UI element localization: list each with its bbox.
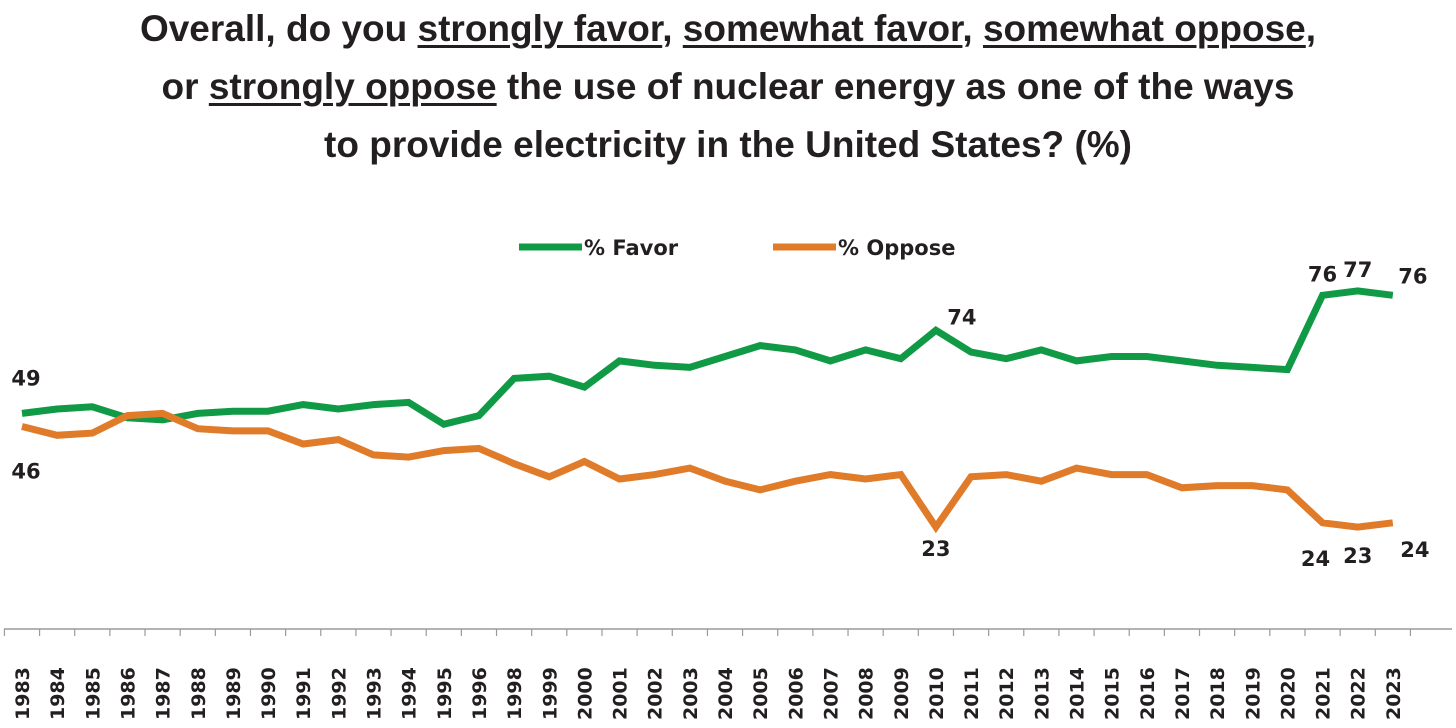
x-tick-label: 1993 [364,667,386,720]
legend-label: % Oppose [838,236,955,260]
x-tick-label: 2003 [680,667,702,720]
x-tick-label: 2017 [1172,667,1194,720]
x-tick-label: 1995 [434,667,456,720]
title-text: or [161,66,209,107]
x-tick-label: 1999 [539,667,561,720]
x-tick-label: 1988 [188,667,210,720]
x-tick-label: 1998 [504,667,526,720]
favor-series-line [21,287,1394,429]
x-tick-label: 2015 [1102,667,1124,720]
title-text: , [962,8,983,49]
title-text: Overall, do you [139,8,418,49]
x-tick-label: 2022 [1348,667,1370,720]
title-option-strongly-favor: strongly favor [417,8,663,49]
title-option-somewhat-oppose: somewhat oppose [982,8,1306,49]
data-label: 24 [1301,547,1330,571]
x-tick-label: 2009 [891,667,913,720]
title-line-2: or strongly oppose the use of nuclear en… [0,58,1456,116]
data-label: 77 [1343,258,1372,282]
x-tick-label: 2013 [1031,667,1053,720]
data-label: 23 [1343,544,1372,568]
x-tick-label: 1984 [47,667,69,720]
x-tick-label: 2021 [1313,667,1335,720]
x-tick-label: 2014 [1067,667,1089,720]
x-tick-label: 1991 [293,667,315,720]
title-text: the use of nuclear energy as one of the … [496,66,1295,107]
x-tick-label: 1986 [117,667,139,720]
title-option-somewhat-favor: somewhat favor [682,8,963,49]
data-label: 76 [1398,264,1427,288]
x-tick-label: 1990 [258,667,280,720]
x-tick-label: 1987 [153,667,175,720]
x-tick-label: 2011 [961,667,983,720]
title-line-1: Overall, do you strongly favor, somewhat… [0,0,1456,58]
x-tick-label: 2008 [856,667,878,720]
x-tick-label: 1985 [82,667,104,720]
x-tick-label: 2004 [715,667,737,720]
x-tick-label: 2005 [750,667,772,720]
data-label: 49 [11,366,40,390]
x-tick-label: 2018 [1207,667,1229,720]
x-tick-label: 2012 [996,667,1018,720]
x-tick-label: 2001 [610,667,632,720]
x-tick-label: 2000 [574,667,596,720]
x-tick-label: 1983 [12,667,34,720]
x-tick-label: 1994 [399,667,421,720]
x-tick-label: 1996 [469,667,491,720]
x-tick-label: 1992 [328,667,350,720]
title-option-strongly-oppose: strongly oppose [208,66,497,107]
x-tick-label: 1989 [223,667,245,720]
x-tick-label: 2007 [820,667,842,720]
data-label: 46 [11,460,40,484]
x-tick-label: 2002 [645,667,667,720]
data-label: 76 [1308,262,1337,286]
oppose-series-line [21,409,1394,534]
x-tick-label: 2019 [1242,667,1264,720]
x-tick-label: 2006 [785,667,807,720]
data-label: 74 [947,305,976,329]
title-line-3: to provide electricity in the United Sta… [324,124,1132,165]
x-tick-label: 2010 [926,667,948,720]
data-label: 24 [1400,538,1429,562]
data-label: 23 [921,537,950,561]
title-text: , [662,8,683,49]
x-tick-label: 2023 [1383,667,1405,720]
title-text: , [1305,8,1317,49]
legend-label: % Favor [584,236,679,260]
chart-title: Overall, do you strongly favor, somewhat… [0,0,1456,174]
x-tick-label: 2016 [1137,667,1159,720]
x-tick-label: 2020 [1277,667,1299,720]
